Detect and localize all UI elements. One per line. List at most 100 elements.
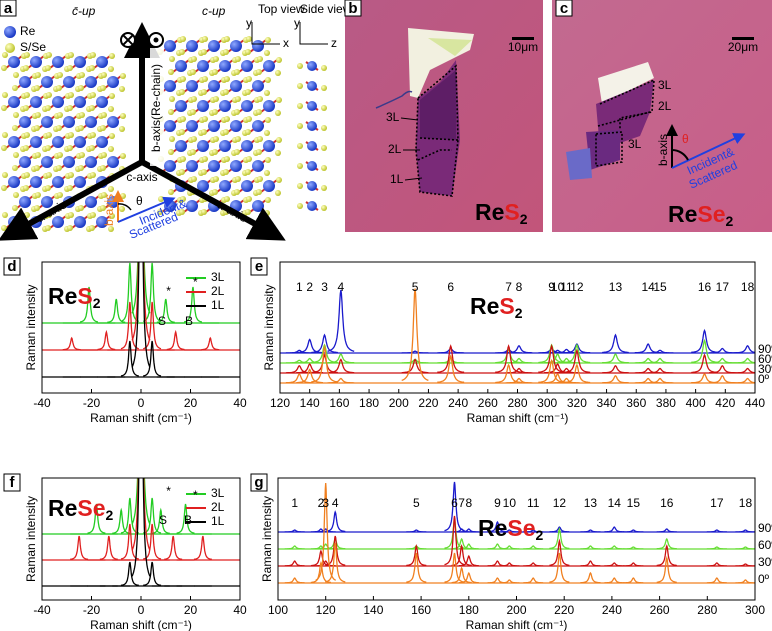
metal-atom (241, 140, 253, 152)
peak (646, 357, 674, 364)
peak (120, 340, 139, 377)
peak (444, 518, 465, 549)
angle-label: θ (136, 194, 143, 208)
axis-label: c-axis (126, 170, 157, 184)
metal-atom (307, 141, 317, 151)
peak (201, 336, 220, 351)
angle-label: θ (682, 132, 689, 146)
chalcogen-atom (24, 132, 30, 138)
metal-atom (74, 56, 86, 68)
mode-label: 15 (653, 280, 667, 294)
chalcogen-atom (89, 225, 95, 231)
layer-outline (415, 64, 459, 197)
chalcogen-atom (79, 112, 85, 118)
mode-label: 18 (741, 280, 755, 294)
metal-atom (307, 201, 317, 211)
metal-atom (219, 100, 231, 112)
chalcogen-atom (297, 83, 303, 89)
peak (451, 537, 472, 550)
view-axis-label: x (283, 36, 289, 50)
metal-atom (85, 196, 97, 208)
peak (634, 357, 662, 364)
peak (634, 367, 662, 374)
peak (734, 357, 755, 364)
legend-text: 1L (211, 514, 225, 528)
formula-part: Re (475, 199, 504, 225)
chalcogen-atom (23, 185, 29, 191)
scale-bar (512, 37, 534, 40)
peak (553, 357, 580, 364)
annotation: * (193, 275, 198, 289)
chalcogen-atom (120, 193, 126, 199)
chalcogen-atom (275, 70, 281, 76)
y-axis-label: Raman intensity (24, 284, 38, 370)
chalcogen-atom (223, 89, 229, 95)
chalcogen-atom (191, 56, 197, 62)
plot-area (280, 288, 755, 384)
x-tick-label: 360 (626, 396, 646, 410)
x-tick-label: 200 (506, 603, 526, 617)
peak (97, 329, 116, 351)
metal-atom (52, 96, 64, 108)
chalcogen-atom (234, 109, 240, 115)
peak (691, 338, 719, 364)
peak (166, 329, 185, 351)
chalcogen-atom (13, 152, 19, 158)
chalcogen-atom (235, 56, 241, 62)
metal-atom (208, 80, 220, 92)
chalcogen-atom (90, 212, 96, 218)
x-tick-label: 160 (329, 396, 349, 410)
chalcogen-atom (79, 152, 85, 158)
chalcogen-atom (190, 69, 196, 75)
chalcogen-atom (168, 189, 174, 195)
formula: ReS2 (475, 199, 528, 227)
chalcogen-atom (67, 105, 73, 111)
peak (646, 349, 674, 354)
into-page-symbol (122, 34, 134, 46)
chalcogen-atom (234, 149, 240, 155)
peak (623, 577, 644, 584)
peak (143, 340, 162, 377)
metal-atom (307, 81, 317, 91)
chalcogen-atom (297, 183, 303, 189)
chalcogen-atom (179, 49, 185, 55)
metal-atom (175, 140, 187, 152)
mode-label: 14 (608, 496, 622, 510)
peak (523, 577, 544, 584)
x-tick-label: 100 (268, 603, 288, 617)
peak (325, 510, 346, 533)
legend-text: 3L (211, 486, 225, 500)
metal-atom (8, 96, 20, 108)
x-tick-label: 440 (745, 396, 765, 410)
x-tick-label: 300 (537, 396, 557, 410)
peak (131, 478, 151, 525)
peak (315, 528, 336, 533)
chalcogen-atom (13, 192, 19, 198)
panel-label-box (3, 257, 21, 276)
x-tick-label: 220 (554, 603, 574, 617)
peak (284, 545, 305, 550)
chalcogen-atom (24, 92, 30, 98)
metal-atom (252, 120, 264, 132)
chalcogen-atom (12, 85, 18, 91)
chalcogen-atom (201, 129, 207, 135)
formula-part: S (77, 283, 92, 309)
chalcogen-atom (45, 185, 51, 191)
scale-bar-label: 10μm (508, 40, 538, 54)
chalcogen-atom (191, 136, 197, 142)
peak (623, 529, 644, 533)
chalcogen-atom (235, 96, 241, 102)
chalcogen-atom (45, 225, 51, 231)
peak (401, 350, 429, 354)
x-tick-label: 340 (597, 396, 617, 410)
annotation: * (166, 284, 171, 298)
formula-part: Re (48, 283, 77, 309)
chalcogen-atom (179, 209, 185, 215)
metal-atom (164, 120, 176, 132)
metal-atom (186, 120, 198, 132)
chalcogen-atom (190, 109, 196, 115)
peak (151, 507, 170, 535)
mode-label: 13 (584, 496, 598, 510)
mode-label: 13 (609, 280, 623, 294)
chalcogen-atom (13, 72, 19, 78)
